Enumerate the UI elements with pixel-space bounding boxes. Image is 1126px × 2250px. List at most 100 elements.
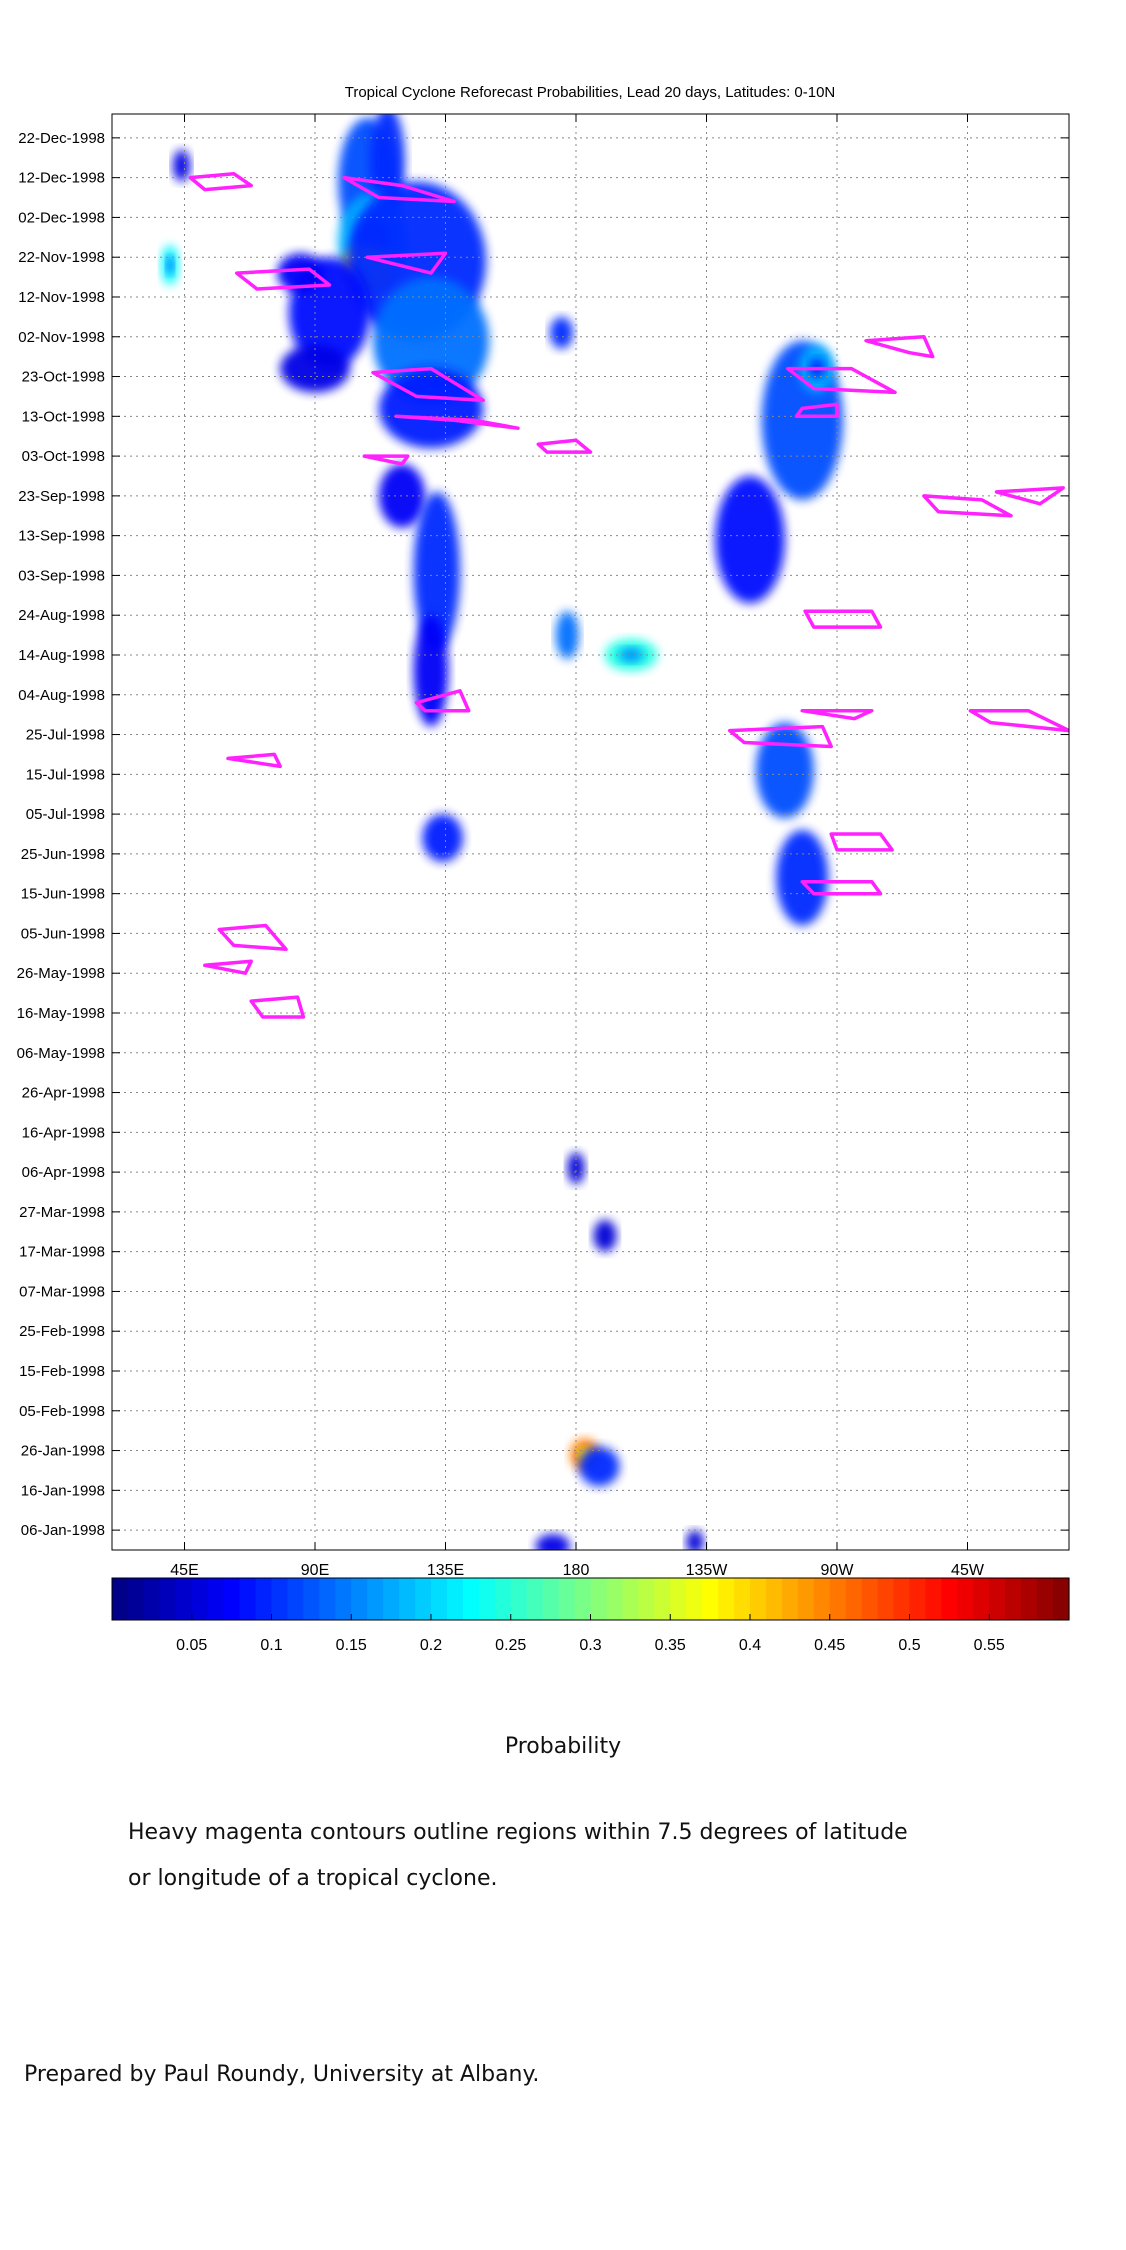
probability-blob [535,1534,571,1550]
colorbar-cell [622,1578,639,1620]
colorbar-cell [1053,1578,1070,1620]
colorbar-cell [989,1578,1006,1620]
colorbar-cell [415,1578,432,1620]
colorbar-cell [797,1578,815,1620]
colorbar-cell [239,1578,257,1620]
colorbar-cell [909,1578,927,1620]
tc-contour [800,879,883,896]
colorbar-cell [431,1578,448,1620]
probability-blob [378,368,484,449]
y-tick-label: 02-Nov-1998 [18,329,105,346]
colorbar-cell [654,1578,671,1620]
tc-contour [234,267,332,291]
axes: 45E 90E 135E 180 135W 90W 45W 06-Jan-1998 16-Jan… [17,113,1070,1579]
colorbar-cell [1021,1578,1038,1620]
colorbar-cell [383,1578,400,1620]
colorbar-cell [351,1578,368,1620]
probability-blob [549,316,574,349]
y-tick-label: 23-Oct-1998 [22,369,105,386]
x-tick-label: 90E [301,1562,329,1579]
colorbar-cell [287,1578,304,1620]
y-tick-label: 27-Mar-1998 [19,1204,105,1221]
credit-text: Prepared by Paul Roundy, University at A… [24,2062,540,2087]
colorbar-tick-label: 0.4 [739,1637,761,1654]
probability-blob [567,1152,585,1185]
colorbar-cell [207,1578,225,1620]
probability-blob [413,491,460,652]
colorbar-cell [718,1578,735,1620]
colorbar-tick-label: 0.25 [495,1637,526,1654]
contour-note: Heavy magenta contours outline regions w… [128,1810,1028,1902]
colorbar-tick-label: 0.5 [898,1637,920,1654]
colorbar-cell [319,1578,336,1620]
y-tick-label: 25-Feb-1998 [19,1323,105,1340]
probability-blob [755,722,814,819]
tc-contour [342,175,456,204]
probability-blob [422,814,463,862]
colorbar-cell [941,1578,958,1620]
colorbar-cell [861,1578,879,1620]
colorbar-cell [335,1578,352,1620]
y-tick-label: 15-Jun-1998 [21,886,105,903]
tc-contour [217,923,288,952]
x-tick-label: 135E [427,1562,464,1579]
probability-blob-core [619,647,643,663]
y-tick-label: 22-Dec-1998 [18,130,105,147]
probability-blob [277,253,324,294]
probability-blob [413,615,449,727]
y-tick-label: 22-Nov-1998 [18,249,105,266]
colorbar-tick-label: 0.45 [814,1637,845,1654]
colorbar-cell [750,1578,767,1620]
y-tick-label: 06-May-1998 [17,1045,105,1062]
y-tick-label: 05-Feb-1998 [19,1403,105,1420]
colorbar-cell [558,1578,576,1620]
tc-contour [362,454,410,466]
tc-contour [188,171,253,192]
probability-blob [715,475,785,604]
y-tick-label: 14-Aug-1998 [18,647,105,664]
colorbar-tick-label: 0.05 [176,1637,207,1654]
colorbar-cell [223,1578,241,1620]
colorbar-cell [590,1578,608,1620]
colorbar-cell [303,1578,320,1620]
tc-contour [394,414,520,430]
colorbar-cell [510,1578,528,1620]
tc-contour [226,752,282,769]
probability-blob [555,611,579,659]
plot-frame [111,113,1070,1551]
y-tick-label: 12-Nov-1998 [18,289,105,306]
y-tick-label: 26-May-1998 [17,965,105,982]
colorbar-cell [574,1578,592,1620]
colorbar-title: Probability [504,1734,622,1759]
y-tick-label: 06-Apr-1998 [22,1164,105,1181]
colorbar-cell [542,1578,560,1620]
colorbar-tick-label: 0.15 [336,1637,367,1654]
y-tick-label: 23-Sep-1998 [18,488,105,505]
probability-blob [686,1530,704,1550]
colorbar-cell [638,1578,655,1620]
colorbar-cell [478,1578,496,1620]
colorbar-cell [765,1578,783,1620]
colorbar-tick-label: 0.1 [260,1637,282,1654]
y-tick-label: 25-Jun-1998 [21,846,105,863]
y-tick-label: 24-Aug-1998 [18,607,105,624]
colorbar-cell [494,1578,512,1620]
colorbar-cell [127,1578,145,1620]
y-tick-label: 05-Jul-1998 [26,806,105,823]
y-tick-label: 03-Sep-1998 [18,567,105,584]
y-tick-label: 16-May-1998 [17,1005,105,1022]
colorbar-cell [159,1578,177,1620]
colorbar-cell [526,1578,544,1620]
colorbar-cell [606,1578,623,1620]
contour-note-line-2: or longitude of a tropical cyclone. [128,1866,498,1891]
colorbar-cell [462,1578,480,1620]
y-tick-label: 25-Jul-1998 [26,727,105,744]
colorbar-cell [781,1578,799,1620]
colorbar-cell [367,1578,384,1620]
y-tick-label: 16-Apr-1998 [22,1124,105,1141]
probability-blob-core [166,256,174,275]
colorbar-cell [813,1578,831,1620]
colorbar-cell [399,1578,416,1620]
colorbar-cell [191,1578,209,1620]
y-tick-label: 02-Dec-1998 [18,209,105,226]
